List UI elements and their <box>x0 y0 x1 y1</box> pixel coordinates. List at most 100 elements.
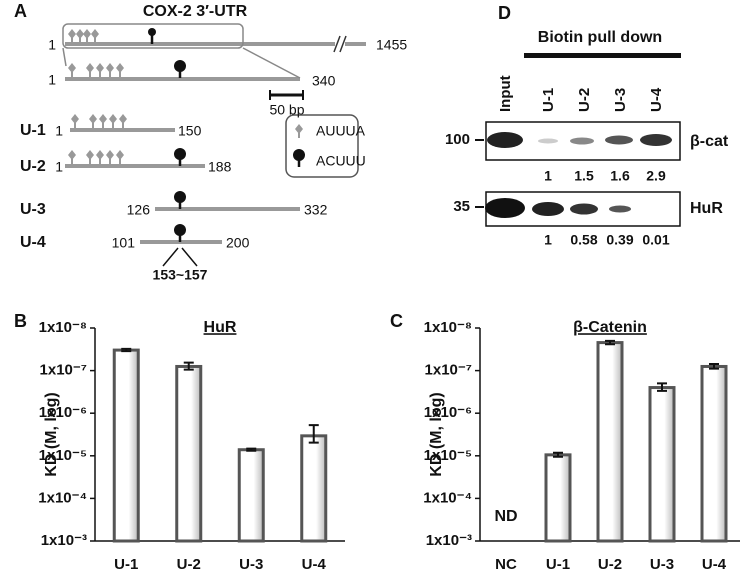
lane-label: U-2 <box>576 88 593 112</box>
auuua-motif <box>116 63 124 73</box>
pulldown-header: Biotin pull down <box>538 29 662 46</box>
x-tick-label: U-2 <box>177 556 201 573</box>
band-ratio: 1.5 <box>574 168 594 184</box>
site-label: 153~157 <box>153 267 208 283</box>
bar <box>648 386 676 543</box>
auuua-motif <box>68 150 76 160</box>
auuua-motif <box>295 124 303 134</box>
y-tick-label: 1x10⁻⁶ <box>424 404 472 421</box>
auuua-motif <box>83 29 91 39</box>
construct-name: U-3 <box>20 201 46 218</box>
error-bar <box>183 361 194 371</box>
y-tick-label: 1x10⁻³ <box>426 532 472 549</box>
band-ratio: 0.01 <box>642 232 669 248</box>
band-ratio: 1 <box>544 168 552 184</box>
bar <box>175 364 203 543</box>
chart-title: HuR <box>204 319 237 336</box>
construct-name: U-1 <box>20 122 46 139</box>
lane-label: U-1 <box>540 88 557 112</box>
position: 200 <box>226 235 250 251</box>
legend-label: AUUUA <box>316 123 366 139</box>
annotation: ND <box>494 508 517 525</box>
error-bar <box>246 447 257 452</box>
auuua-motif <box>106 63 114 73</box>
y-tick-label: 1x10⁻⁵ <box>424 447 472 464</box>
y-tick-label: 1x10⁻⁶ <box>39 404 87 421</box>
y-tick-label: 1x10⁻⁷ <box>40 362 87 379</box>
bar <box>300 434 328 543</box>
y-axis-label: KD (M, log) <box>428 392 445 476</box>
mw-marker: 100 <box>445 131 470 148</box>
mw-marker: 35 <box>453 198 470 215</box>
error-bar <box>709 363 719 370</box>
position: 340 <box>312 73 336 89</box>
panel-label: B <box>14 311 27 331</box>
panel-d-shapes <box>475 53 681 227</box>
band-ratio: 0.39 <box>606 232 633 248</box>
position: 126 <box>127 202 151 218</box>
lane-label: U-4 <box>648 87 665 112</box>
auuua-motif <box>68 29 76 39</box>
panel-label: A <box>14 1 27 21</box>
auuua-motif <box>96 150 104 160</box>
construct-name: U-4 <box>20 234 46 251</box>
auuua-motif <box>91 29 99 39</box>
x-tick-label: NC <box>495 556 517 573</box>
lane-label: U-3 <box>612 88 629 112</box>
auuua-motif <box>116 150 124 160</box>
position: 1455 <box>376 37 407 53</box>
x-tick-label: U-1 <box>114 556 138 573</box>
auuua-motif <box>99 114 107 124</box>
y-tick-label: 1x10⁻⁸ <box>424 319 472 336</box>
acuuu-motif <box>174 191 186 203</box>
chart-title: β-Catenin <box>573 319 647 336</box>
legend-label: ACUUU <box>316 153 366 169</box>
blot-name: β-cat <box>690 133 729 150</box>
acuuu-motif <box>293 149 305 161</box>
auuua-motif <box>96 63 104 73</box>
panel-label: C <box>390 311 403 331</box>
y-tick-label: 1x10⁻⁵ <box>39 447 87 464</box>
auuua-motif <box>89 114 97 124</box>
x-tick-label: U-3 <box>239 556 263 573</box>
position: 332 <box>304 202 328 218</box>
x-tick-label: U-3 <box>650 556 674 573</box>
position: 1 <box>48 37 56 53</box>
position: 1 <box>55 159 63 175</box>
band-ratio: 0.58 <box>570 232 597 248</box>
position: 188 <box>208 159 232 175</box>
scale-label: 50 bp <box>269 102 304 118</box>
x-tick-label: U-4 <box>702 556 727 573</box>
bar <box>544 453 572 543</box>
bar <box>237 448 265 543</box>
error-bar <box>657 382 667 392</box>
y-tick-label: 1x10⁻⁷ <box>425 362 472 379</box>
construct-name: U-2 <box>20 158 46 175</box>
error-bar <box>605 339 615 346</box>
acuuu-motif <box>148 28 156 36</box>
auuua-motif <box>86 150 94 160</box>
band-ratio: 1 <box>544 232 552 248</box>
y-tick-label: 1x10⁻⁸ <box>39 319 87 336</box>
acuuu-motif <box>174 224 186 236</box>
x-tick-label: U-4 <box>302 556 327 573</box>
position: 101 <box>112 235 136 251</box>
x-tick-label: U-2 <box>598 556 622 573</box>
blot-name: HuR <box>690 200 723 217</box>
acuuu-motif <box>174 148 186 160</box>
error-bar <box>121 347 132 353</box>
auuua-motif <box>76 29 84 39</box>
y-axis-label: KD (M, log) <box>43 392 60 476</box>
auuua-motif <box>109 114 117 124</box>
motif-glyphs <box>68 28 305 242</box>
panel-label: D <box>498 3 511 23</box>
y-tick-label: 1x10⁻⁴ <box>38 489 87 506</box>
auuua-motif <box>119 114 127 124</box>
auuua-motif <box>71 114 79 124</box>
error-bar <box>553 451 563 458</box>
error-bar <box>308 424 319 444</box>
position: 1 <box>55 123 63 139</box>
bar <box>700 364 728 543</box>
auuua-motif <box>68 63 76 73</box>
x-tick-label: U-1 <box>546 556 570 573</box>
